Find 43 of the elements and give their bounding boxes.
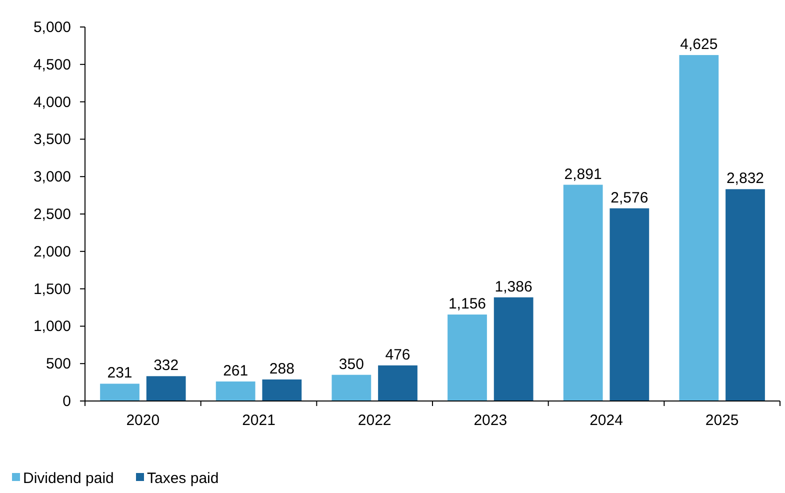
- bar: [448, 314, 487, 401]
- x-tick-label: 2020: [126, 412, 160, 429]
- y-tick-label: 1,000: [33, 318, 71, 336]
- x-tick-label: 2023: [474, 412, 508, 429]
- y-tick-label: 2,000: [33, 243, 71, 260]
- y-tick-label: 2,500: [33, 206, 71, 223]
- y-tick-label: 500: [46, 356, 71, 373]
- x-tick-label: 2022: [358, 412, 392, 429]
- bar: [100, 384, 140, 401]
- y-tick-label: 4,000: [33, 94, 71, 111]
- data-label: 2,832: [726, 170, 764, 188]
- y-tick-label: 3,000: [33, 168, 71, 186]
- bar: [494, 297, 534, 401]
- bar: [726, 189, 765, 401]
- x-tick-label: 2025: [705, 412, 739, 429]
- data-label: 2,891: [564, 166, 602, 183]
- data-label: 231: [107, 364, 132, 382]
- data-label: 261: [223, 362, 248, 380]
- data-label: 1,386: [494, 278, 532, 296]
- bar: [563, 184, 603, 401]
- legend-label: Taxes paid: [147, 470, 219, 487]
- data-label: 1,156: [448, 296, 486, 313]
- x-tick-label: 2024: [590, 412, 623, 429]
- y-tick-label: 5,000: [33, 19, 71, 36]
- y-tick-label: 1,500: [33, 280, 71, 298]
- bar: [679, 55, 719, 401]
- data-label: 2,576: [610, 189, 648, 206]
- data-label: 288: [269, 360, 294, 378]
- data-label: 350: [338, 356, 364, 373]
- bar: [216, 381, 256, 401]
- y-tick-label: 0: [62, 393, 71, 410]
- bar: [378, 365, 418, 401]
- bar: [332, 374, 372, 401]
- bar: [610, 208, 650, 401]
- data-label: 4,625: [680, 36, 718, 54]
- y-tick-label: 3,500: [33, 131, 71, 148]
- x-tick-label: 2021: [242, 412, 276, 429]
- data-label: 332: [154, 357, 179, 374]
- y-tick-label: 4,500: [33, 56, 71, 74]
- data-label: 476: [385, 346, 410, 364]
- bar: [146, 376, 186, 401]
- legend-label: Dividend paid: [23, 470, 114, 487]
- bar: [262, 379, 302, 401]
